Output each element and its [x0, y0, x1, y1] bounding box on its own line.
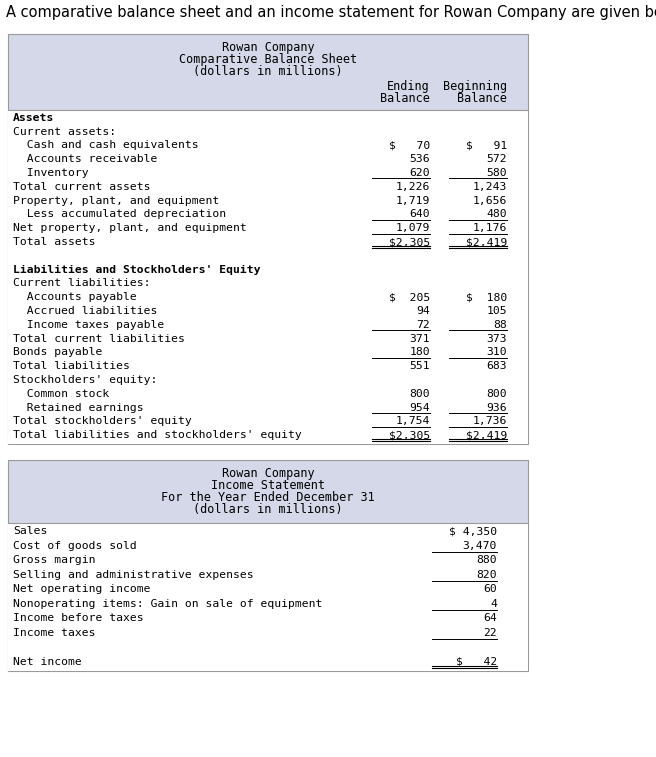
Text: Total liabilities and stockholders' equity: Total liabilities and stockholders' equi… [13, 430, 302, 441]
Text: Income before taxes: Income before taxes [13, 613, 144, 624]
Text: Less accumulated depreciation: Less accumulated depreciation [13, 210, 226, 220]
Text: $   42: $ 42 [456, 657, 497, 667]
Text: $2,419: $2,419 [466, 430, 507, 441]
Text: Sales: Sales [13, 526, 47, 537]
Text: Rowan Company: Rowan Company [222, 41, 314, 54]
Text: Balance: Balance [457, 92, 507, 105]
Text: Total liabilities: Total liabilities [13, 361, 130, 371]
Text: 22: 22 [483, 628, 497, 638]
Text: Cash and cash equivalents: Cash and cash equivalents [13, 141, 199, 151]
Text: Property, plant, and equipment: Property, plant, and equipment [13, 196, 219, 206]
Text: (dollars in millions): (dollars in millions) [193, 65, 343, 78]
Text: Inventory: Inventory [13, 168, 89, 178]
Text: Liabilities and Stockholders' Equity: Liabilities and Stockholders' Equity [13, 265, 260, 275]
Text: 640: 640 [409, 210, 430, 220]
Text: Net operating income: Net operating income [13, 584, 150, 594]
Text: 880: 880 [476, 556, 497, 565]
Text: Accounts receivable: Accounts receivable [13, 154, 157, 164]
Text: 88: 88 [493, 320, 507, 330]
Text: 105: 105 [486, 306, 507, 316]
Text: Current liabilities:: Current liabilities: [13, 279, 150, 288]
Text: $2,305: $2,305 [389, 237, 430, 247]
Text: (dollars in millions): (dollars in millions) [193, 503, 343, 516]
Text: 373: 373 [486, 334, 507, 344]
Text: Net property, plant, and equipment: Net property, plant, and equipment [13, 223, 247, 233]
Text: Balance: Balance [380, 92, 430, 105]
Text: 580: 580 [486, 168, 507, 178]
Text: $ 4,350: $ 4,350 [449, 526, 497, 537]
Text: 1,243: 1,243 [472, 182, 507, 192]
Text: 800: 800 [409, 389, 430, 399]
Text: 64: 64 [483, 613, 497, 624]
Text: 954: 954 [409, 403, 430, 413]
Text: 1,754: 1,754 [396, 416, 430, 426]
Text: Rowan Company: Rowan Company [222, 467, 314, 480]
Text: 800: 800 [486, 389, 507, 399]
Text: Total stockholders' equity: Total stockholders' equity [13, 416, 192, 426]
Text: 1,079: 1,079 [396, 223, 430, 233]
Text: 1,736: 1,736 [472, 416, 507, 426]
Text: Nonoperating items: Gain on sale of equipment: Nonoperating items: Gain on sale of equi… [13, 599, 322, 609]
Text: Income taxes: Income taxes [13, 628, 96, 638]
Text: 1,656: 1,656 [472, 196, 507, 206]
Text: Accrued liabilities: Accrued liabilities [13, 306, 157, 316]
Text: Total current liabilities: Total current liabilities [13, 334, 185, 344]
Text: 551: 551 [409, 361, 430, 371]
Text: 3,470: 3,470 [462, 541, 497, 551]
Text: Bonds payable: Bonds payable [13, 347, 102, 357]
Text: 480: 480 [486, 210, 507, 220]
Text: $   91: $ 91 [466, 141, 507, 151]
Text: Net income: Net income [13, 657, 82, 667]
Text: 1,719: 1,719 [396, 196, 430, 206]
Text: Total assets: Total assets [13, 237, 96, 247]
Text: Income Statement: Income Statement [211, 479, 325, 492]
Text: 60: 60 [483, 584, 497, 594]
Text: Selling and administrative expenses: Selling and administrative expenses [13, 570, 254, 580]
Text: $  180: $ 180 [466, 292, 507, 302]
Text: Stockholders' equity:: Stockholders' equity: [13, 375, 157, 385]
Text: A comparative balance sheet and an income statement for Rowan Company are given : A comparative balance sheet and an incom… [6, 5, 656, 20]
Text: Current assets:: Current assets: [13, 126, 116, 137]
Text: 620: 620 [409, 168, 430, 178]
Text: Beginning: Beginning [443, 80, 507, 93]
Text: 180: 180 [409, 347, 430, 357]
Text: Comparative Balance Sheet: Comparative Balance Sheet [179, 53, 357, 66]
Bar [8, 34, 528, 444]
Text: Retained earnings: Retained earnings [13, 403, 144, 413]
Text: 536: 536 [409, 154, 430, 164]
Text: $   70: $ 70 [389, 141, 430, 151]
Text: 4: 4 [490, 599, 497, 609]
Bar [8, 110, 528, 444]
Text: $  205: $ 205 [389, 292, 430, 302]
Text: Ending: Ending [387, 80, 430, 93]
Text: For the Year Ended December 31: For the Year Ended December 31 [161, 491, 375, 504]
Text: Income taxes payable: Income taxes payable [13, 320, 164, 330]
Text: $2,419: $2,419 [466, 237, 507, 247]
Text: 371: 371 [409, 334, 430, 344]
Text: 72: 72 [417, 320, 430, 330]
Text: 310: 310 [486, 347, 507, 357]
Text: $2,305: $2,305 [389, 430, 430, 441]
Text: 94: 94 [417, 306, 430, 316]
Text: 820: 820 [476, 570, 497, 580]
Bar [8, 460, 528, 671]
Text: Common stock: Common stock [13, 389, 110, 399]
Bar [8, 523, 528, 671]
Text: Accounts payable: Accounts payable [13, 292, 136, 302]
Text: Gross margin: Gross margin [13, 556, 96, 565]
Text: Assets: Assets [13, 113, 54, 123]
Text: 683: 683 [486, 361, 507, 371]
Text: 572: 572 [486, 154, 507, 164]
Text: 1,176: 1,176 [472, 223, 507, 233]
Text: Total current assets: Total current assets [13, 182, 150, 192]
Text: Cost of goods sold: Cost of goods sold [13, 541, 136, 551]
Text: 1,226: 1,226 [396, 182, 430, 192]
Text: 936: 936 [486, 403, 507, 413]
